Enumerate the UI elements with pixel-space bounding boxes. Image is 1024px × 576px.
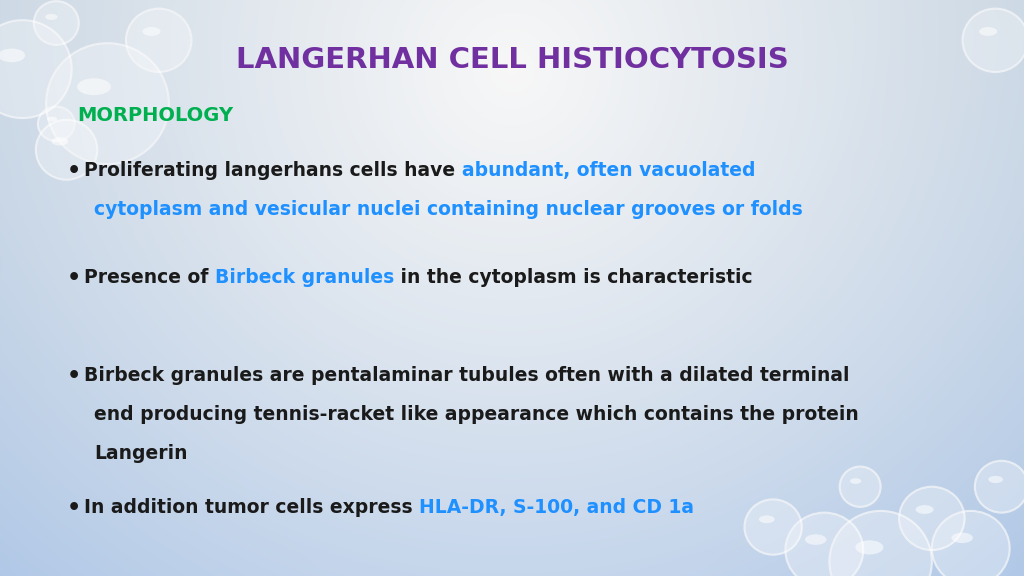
Ellipse shape	[142, 27, 161, 36]
Ellipse shape	[855, 540, 884, 555]
Ellipse shape	[829, 511, 932, 576]
Text: Proliferating langerhans cells have: Proliferating langerhans cells have	[84, 161, 462, 180]
Ellipse shape	[51, 137, 69, 146]
Ellipse shape	[126, 9, 191, 72]
Ellipse shape	[988, 476, 1002, 483]
Ellipse shape	[850, 478, 861, 484]
Ellipse shape	[785, 513, 863, 576]
Text: MORPHOLOGY: MORPHOLOGY	[77, 106, 232, 124]
Text: HLA-DR, S-100, and CD 1a: HLA-DR, S-100, and CD 1a	[419, 498, 694, 517]
Ellipse shape	[47, 116, 57, 122]
Text: Langerin: Langerin	[94, 444, 187, 463]
Ellipse shape	[744, 499, 802, 555]
Ellipse shape	[45, 14, 57, 20]
Text: Birbeck granules: Birbeck granules	[215, 268, 394, 287]
Ellipse shape	[759, 516, 775, 523]
Ellipse shape	[840, 467, 881, 507]
Ellipse shape	[38, 107, 75, 141]
Ellipse shape	[963, 9, 1024, 72]
Text: Presence of: Presence of	[84, 268, 215, 287]
Text: •: •	[67, 366, 81, 386]
Ellipse shape	[46, 43, 169, 164]
Ellipse shape	[805, 535, 826, 545]
Text: LANGERHAN CELL HISTIOCYTOSIS: LANGERHAN CELL HISTIOCYTOSIS	[236, 47, 788, 74]
Ellipse shape	[951, 533, 973, 543]
Text: cytoplasm and vesicular nuclei containing nuclear grooves or folds: cytoplasm and vesicular nuclei containin…	[94, 200, 803, 219]
Ellipse shape	[0, 48, 26, 62]
Ellipse shape	[979, 27, 997, 36]
Text: In addition tumor cells express: In addition tumor cells express	[84, 498, 419, 517]
Ellipse shape	[975, 461, 1024, 513]
Ellipse shape	[0, 20, 72, 118]
Text: in the cytoplasm is characteristic: in the cytoplasm is characteristic	[394, 268, 753, 287]
Text: •: •	[67, 161, 81, 181]
Ellipse shape	[77, 78, 111, 95]
Ellipse shape	[36, 120, 97, 180]
Ellipse shape	[34, 1, 79, 45]
Ellipse shape	[899, 487, 965, 550]
Ellipse shape	[915, 505, 934, 514]
Text: •: •	[67, 268, 81, 288]
Text: Birbeck granules are pentalaminar tubules often with a dilated terminal: Birbeck granules are pentalaminar tubule…	[84, 366, 850, 385]
Text: abundant, often vacuolated: abundant, often vacuolated	[462, 161, 755, 180]
Text: end producing tennis-racket like appearance which contains the protein: end producing tennis-racket like appeara…	[94, 405, 859, 424]
Text: •: •	[67, 498, 81, 518]
Ellipse shape	[932, 511, 1010, 576]
